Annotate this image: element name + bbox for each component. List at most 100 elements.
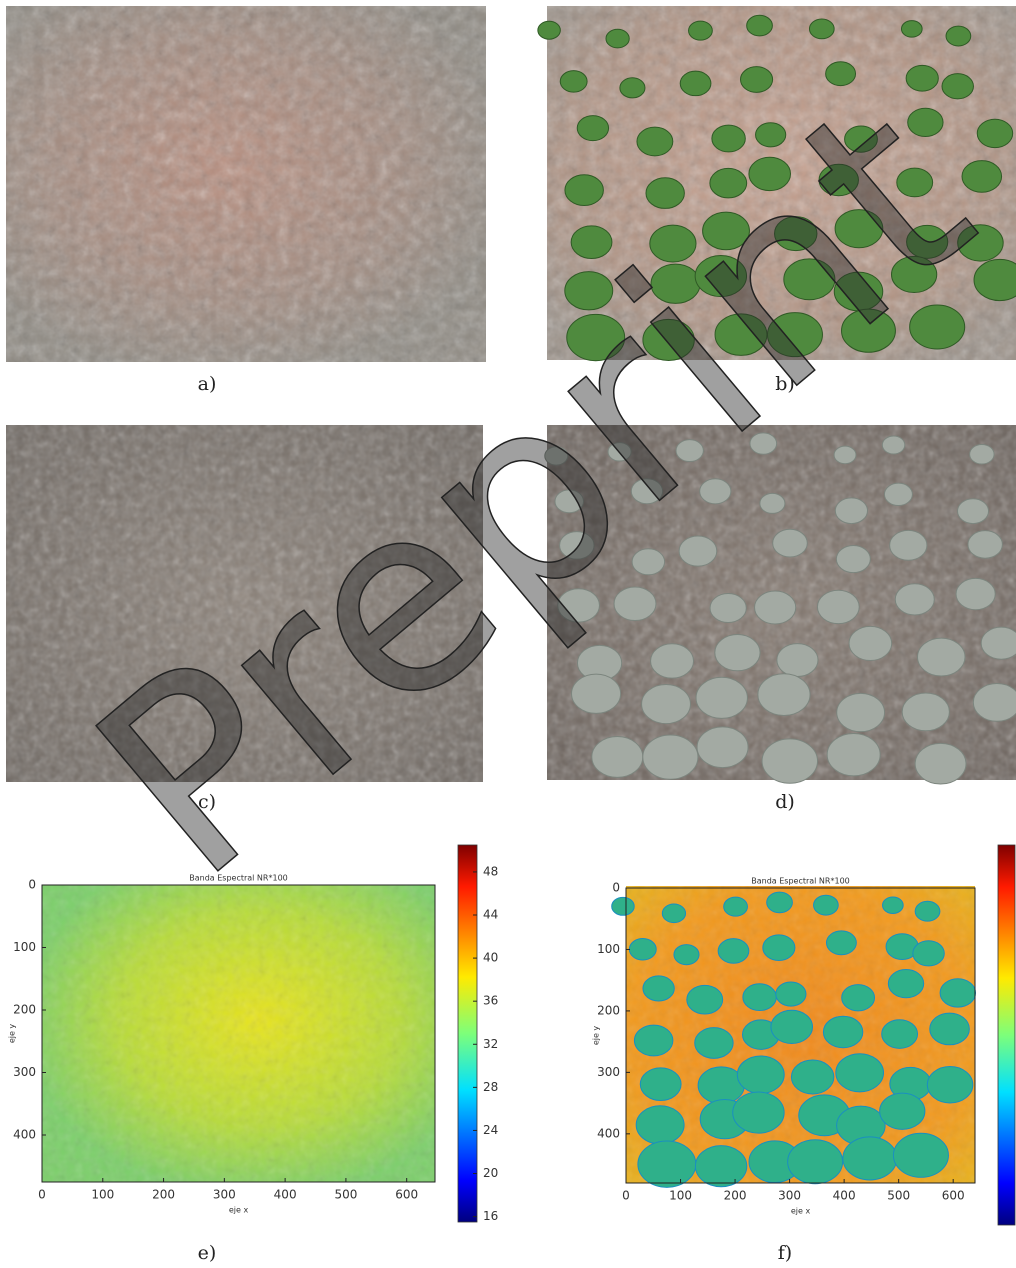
plant [695,1146,746,1187]
plant [791,1060,833,1094]
plant [629,939,656,961]
plant [913,941,944,966]
plant [930,1013,970,1045]
y-tick-label: 0 [28,878,36,892]
plant [687,985,723,1014]
plant [835,498,867,524]
caption: a) [198,373,217,395]
y-tick-label: 0 [612,881,620,895]
x-tick-label: 100 [669,1189,692,1203]
x-axis-label: eje x [791,1207,811,1216]
plant [915,743,966,784]
y-tick-label: 200 [597,1003,620,1017]
plant [777,644,818,677]
plant [817,590,859,623]
x-tick-label: 500 [334,1188,357,1202]
caption: f) [778,1242,792,1264]
plant [906,65,938,91]
plant [908,108,943,136]
plant [643,976,674,1001]
plant [837,693,885,731]
plant [606,29,629,48]
colorbar-tick-label: 32 [483,1037,498,1051]
colorbar-e [458,845,477,1222]
x-tick-label: 600 [942,1189,965,1203]
plant [565,175,603,206]
plant [973,683,1016,721]
x-tick-label: 300 [778,1189,801,1203]
y-tick-label: 100 [597,942,620,956]
plant [836,545,870,572]
x-tick-label: 600 [395,1188,418,1202]
x-axis-label: eje x [229,1206,249,1215]
plant [620,78,645,98]
chart-title: Banda Espectral NR*100 [751,877,850,886]
plant [893,1133,948,1177]
plant [643,735,698,779]
plant [915,901,940,921]
plant [638,1141,696,1187]
plant [884,483,912,505]
plant [755,591,796,624]
colorbar-tick-label: 40 [483,951,498,965]
plant [760,493,785,513]
plant [882,436,904,454]
plant [880,1093,925,1129]
colorbar-tick-label: 24 [483,1123,498,1137]
plant [577,116,608,141]
y-tick-label: 200 [13,1003,36,1017]
x-tick-label: 0 [622,1189,630,1203]
plant [940,979,975,1007]
plant [902,693,949,731]
plant [773,529,808,557]
plant [890,530,927,560]
photo-a [6,6,486,362]
plant [710,594,746,623]
plant [763,935,795,961]
x-tick-label: 300 [213,1188,236,1202]
plant [942,74,973,99]
plant [592,737,643,778]
plant [636,1106,684,1144]
plant [843,1137,897,1180]
y-tick-label: 300 [597,1065,620,1079]
figure: a)b)c)d)e)f)Banda Espectral NR*100eje xe… [0,0,1016,1268]
plant [888,969,923,997]
plant [776,982,806,1006]
plant [640,1068,681,1101]
x-tick-label: 100 [91,1188,114,1202]
plant [927,1067,973,1103]
plant [651,644,694,678]
plant [724,897,748,916]
plant [696,677,747,718]
x-tick-label: 200 [724,1189,747,1203]
plant [823,1016,862,1048]
plant [901,21,922,38]
plant [737,1056,784,1094]
plant [962,161,1002,193]
plant [758,674,810,716]
plant [834,446,856,464]
y-tick-label: 400 [13,1128,36,1142]
plant [733,1092,784,1133]
plant [849,626,892,660]
plant [958,499,989,524]
colorbar-tick-label: 44 [483,908,498,922]
plant [743,984,776,1011]
plant [968,531,1002,559]
plant [715,635,760,671]
plant [977,119,1012,147]
x-tick-label: 0 [38,1188,46,1202]
colorbar-f [998,845,1015,1225]
plant [697,727,748,768]
colorbar-tick-label: 28 [483,1080,498,1094]
plant [882,1020,918,1049]
plant [946,26,971,46]
caption: e) [198,1242,217,1264]
plant [695,1028,733,1059]
y-axis-label: eje y [8,1024,17,1044]
plant [560,71,587,93]
plant [767,892,793,913]
plant [762,739,817,783]
plant [642,685,691,724]
